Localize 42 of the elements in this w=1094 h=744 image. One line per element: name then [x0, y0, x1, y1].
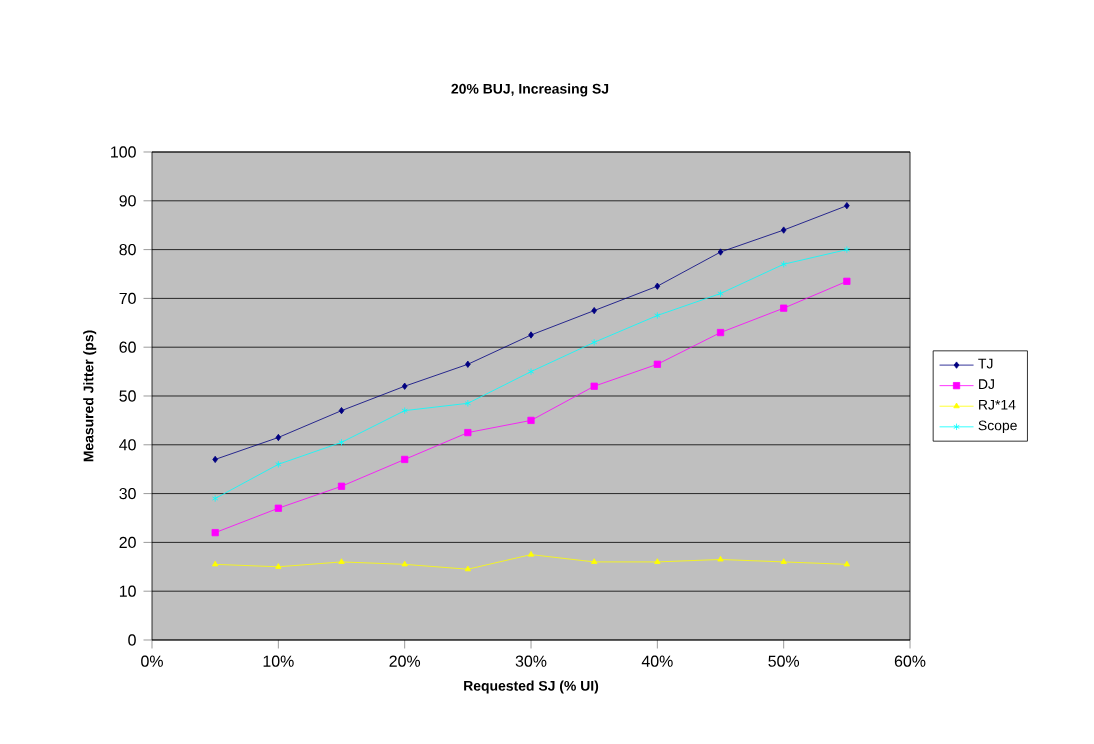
point: [275, 433, 282, 442]
point: [716, 328, 725, 337]
point: [401, 407, 408, 415]
point: [653, 360, 661, 368]
point: [780, 260, 787, 268]
point: [275, 563, 282, 569]
point: [717, 248, 724, 256]
point: [654, 311, 661, 320]
point: [212, 560, 219, 567]
point: [780, 558, 787, 564]
point: [591, 307, 597, 315]
point: [337, 482, 346, 490]
point: [590, 382, 598, 390]
point: [464, 565, 472, 572]
point: [717, 289, 724, 298]
point: [212, 455, 218, 464]
point: [211, 529, 219, 537]
point: [401, 560, 408, 567]
point: [401, 455, 409, 464]
point: [843, 560, 851, 567]
point: [780, 304, 788, 312]
point: [464, 399, 472, 407]
point: [527, 416, 535, 424]
point: [780, 226, 787, 234]
point: [465, 360, 471, 368]
point: [464, 429, 472, 437]
point: [654, 558, 661, 564]
point: [654, 282, 661, 290]
point: [717, 555, 724, 562]
point: [338, 438, 345, 446]
point: [527, 368, 535, 376]
point: [338, 407, 345, 415]
point: [274, 504, 282, 512]
point: [275, 460, 282, 468]
point: [401, 382, 408, 390]
point: [528, 331, 534, 339]
point: [591, 558, 598, 564]
point: [527, 551, 535, 557]
point: [843, 277, 851, 285]
point: [591, 338, 598, 346]
point: [338, 558, 345, 564]
point: [844, 202, 850, 210]
